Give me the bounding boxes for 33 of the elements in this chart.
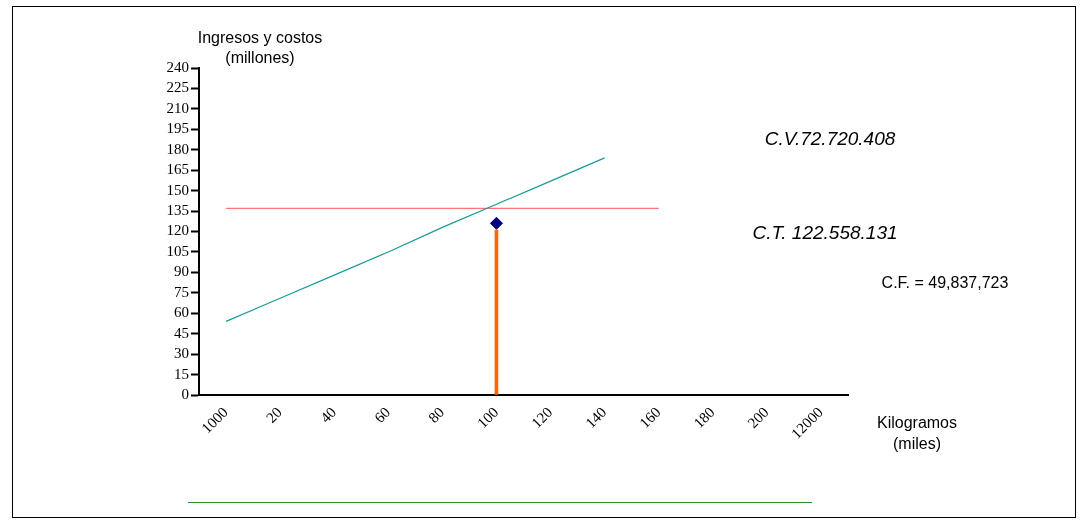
y-tick-label: 180 [166, 140, 189, 157]
y-tick-label: 120 [166, 222, 189, 239]
x-tick-label: 80 [425, 403, 448, 426]
x-tick-label: 180 [690, 403, 718, 432]
annotation: C.T. 122.558.131 [751, 222, 899, 244]
y-tick-label: 225 [166, 79, 189, 96]
y-tick-label: 195 [166, 120, 189, 137]
y-tick-label: 75 [174, 283, 189, 300]
y-tick-label: 150 [166, 181, 189, 198]
text: C.F. = 49,837,723 [880, 274, 1010, 292]
x-tick-label: 200 [744, 403, 772, 432]
x-tick-label: 1000 [198, 403, 231, 437]
x-tick-label: 60 [371, 403, 394, 426]
y-tick-label: 30 [174, 345, 189, 362]
y-axis-title: Ingresos y costos (millones) [197, 29, 323, 66]
y-tick-label: 210 [166, 99, 189, 116]
y-tick-label: 0 [181, 385, 189, 402]
x-tick-label: 40 [317, 403, 340, 426]
y-tick-label: 135 [166, 202, 189, 218]
y-tick-label: 240 [166, 58, 189, 75]
y-tick-label: 105 [166, 242, 189, 259]
x-tick-label: 120 [528, 403, 556, 432]
y-tick-label: 165 [166, 161, 189, 178]
x-tick-label: 20 [263, 403, 286, 426]
x-tick-label: 160 [636, 403, 664, 432]
annotation: C.V.72.720.408 [763, 128, 897, 150]
y-tick-label: 60 [174, 304, 189, 321]
x-tick-label: 100 [474, 403, 502, 432]
x-axis-title: Kilogramos (miles) [876, 413, 958, 454]
x-tick-label: 140 [582, 403, 610, 432]
y-tick-label: 90 [174, 263, 189, 280]
y-tick-label: 45 [174, 324, 189, 341]
y-tick-label: 15 [174, 365, 189, 382]
